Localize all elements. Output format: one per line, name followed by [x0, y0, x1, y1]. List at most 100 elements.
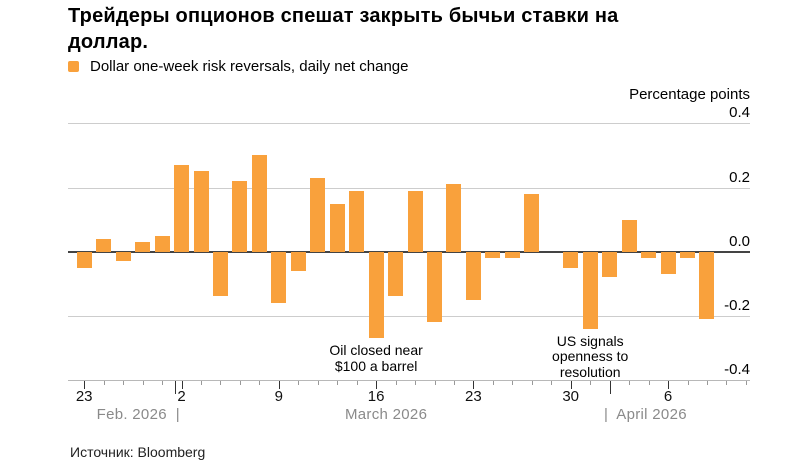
bar [115, 251, 131, 262]
x-tick-minor [706, 381, 708, 385]
month-divider-tick [175, 381, 177, 394]
bar [699, 251, 715, 319]
bar [349, 190, 365, 252]
x-axis-line [68, 380, 750, 381]
x-tick-minor [356, 381, 358, 385]
gridline [68, 123, 750, 125]
x-tick-minor [512, 381, 514, 385]
y-axis-tick-label: -0.4 [724, 361, 750, 378]
annotation: US signals openness to resolution [552, 332, 629, 381]
x-tick-major [570, 381, 572, 389]
x-tick-major [668, 381, 669, 389]
bar [465, 251, 481, 300]
bar [407, 190, 423, 252]
legend-swatch-icon [68, 60, 79, 72]
y-axis-tick-label: 0.2 [729, 168, 750, 186]
x-tick-minor [453, 381, 455, 385]
bar [135, 242, 151, 252]
bar [174, 165, 189, 252]
x-axis-tick-label: 6 [663, 388, 673, 405]
bar [251, 155, 267, 252]
annotation-line: $100 a barrel [334, 357, 418, 374]
bar [271, 251, 287, 303]
bar [621, 219, 637, 252]
x-tick-minor [745, 381, 747, 385]
bar [504, 251, 520, 258]
bar [485, 251, 501, 258]
x-tick-minor [103, 381, 105, 385]
x-tick-minor [551, 381, 553, 385]
x-tick-minor [162, 381, 163, 385]
x-tick-minor [415, 381, 416, 385]
x-tick-minor [648, 381, 650, 385]
x-tick-minor [395, 381, 397, 385]
x-tick-minor [298, 381, 300, 385]
bar [310, 177, 326, 252]
x-tick-minor [239, 381, 241, 385]
legend: Dollar one-week risk reversals, daily ne… [68, 57, 409, 75]
x-tick-minor [629, 381, 631, 385]
bar [212, 251, 228, 297]
x-tick-minor [687, 381, 689, 385]
annotation-line: Oil closed near [329, 342, 423, 359]
x-tick-minor [337, 381, 339, 385]
x-tick-major [473, 381, 475, 389]
chart-title-line2: доллар. [68, 31, 149, 53]
bar [660, 251, 676, 275]
x-tick-major [181, 381, 183, 389]
month-label: | April 2026 [604, 406, 687, 423]
bar [641, 251, 656, 258]
x-axis-tick-label: 2 [177, 388, 186, 405]
month-label: March 2026 [345, 406, 428, 423]
bar [154, 235, 170, 252]
x-tick-minor [492, 381, 494, 385]
bar [582, 251, 598, 329]
bar [290, 251, 306, 271]
x-axis-tick-label: 9 [274, 388, 283, 405]
legend-label: Dollar one-week risk reversals, daily ne… [90, 57, 409, 75]
annotation: Oil closed near $100 a barrel [329, 343, 422, 374]
chart-title: Трейдеры опционов спешат закрыть бычьи с… [68, 3, 618, 55]
bar [193, 171, 209, 252]
source-note: Источник: Bloomberg [70, 444, 206, 460]
x-tick-minor [142, 381, 144, 385]
bar [524, 193, 540, 252]
bar [368, 251, 384, 339]
annotation-line: resolution [559, 363, 621, 380]
x-axis-tick-label: 23 [465, 388, 482, 405]
x-tick-minor [590, 381, 592, 385]
bar [427, 251, 442, 323]
month-label: Feb. 2026 | [96, 406, 180, 423]
month-divider-tick [609, 381, 611, 394]
y-axis-tick-label: 0.0 [729, 232, 750, 250]
x-tick-minor [123, 381, 125, 385]
x-tick-major [376, 381, 378, 389]
bar [446, 184, 462, 252]
y-axis-tick-label: 0.4 [729, 104, 750, 122]
bar [232, 181, 248, 252]
x-tick-major [278, 381, 280, 389]
gridline [68, 315, 750, 317]
x-axis-tick-label: 23 [75, 388, 93, 405]
chart-title-line1: Трейдеры опционов спешат закрыть бычьи с… [68, 5, 619, 27]
y-axis-tick-label: -0.2 [724, 296, 750, 314]
x-tick-major [84, 381, 86, 389]
annotation-line: US signals [556, 332, 624, 349]
x-tick-minor [434, 381, 436, 385]
x-tick-minor [317, 381, 319, 385]
bar [388, 251, 404, 297]
annotation-line: openness to [552, 348, 629, 365]
x-tick-minor [726, 381, 728, 385]
bar [680, 251, 695, 258]
bar [602, 251, 618, 278]
bar [76, 251, 92, 268]
bar [96, 238, 112, 252]
x-tick-minor [259, 381, 261, 385]
bar [563, 251, 579, 268]
gridline [68, 187, 750, 189]
y-axis-unit-label: Percentage points [629, 86, 750, 103]
x-tick-minor [201, 381, 202, 385]
bar [329, 203, 345, 252]
x-tick-minor [220, 381, 222, 385]
